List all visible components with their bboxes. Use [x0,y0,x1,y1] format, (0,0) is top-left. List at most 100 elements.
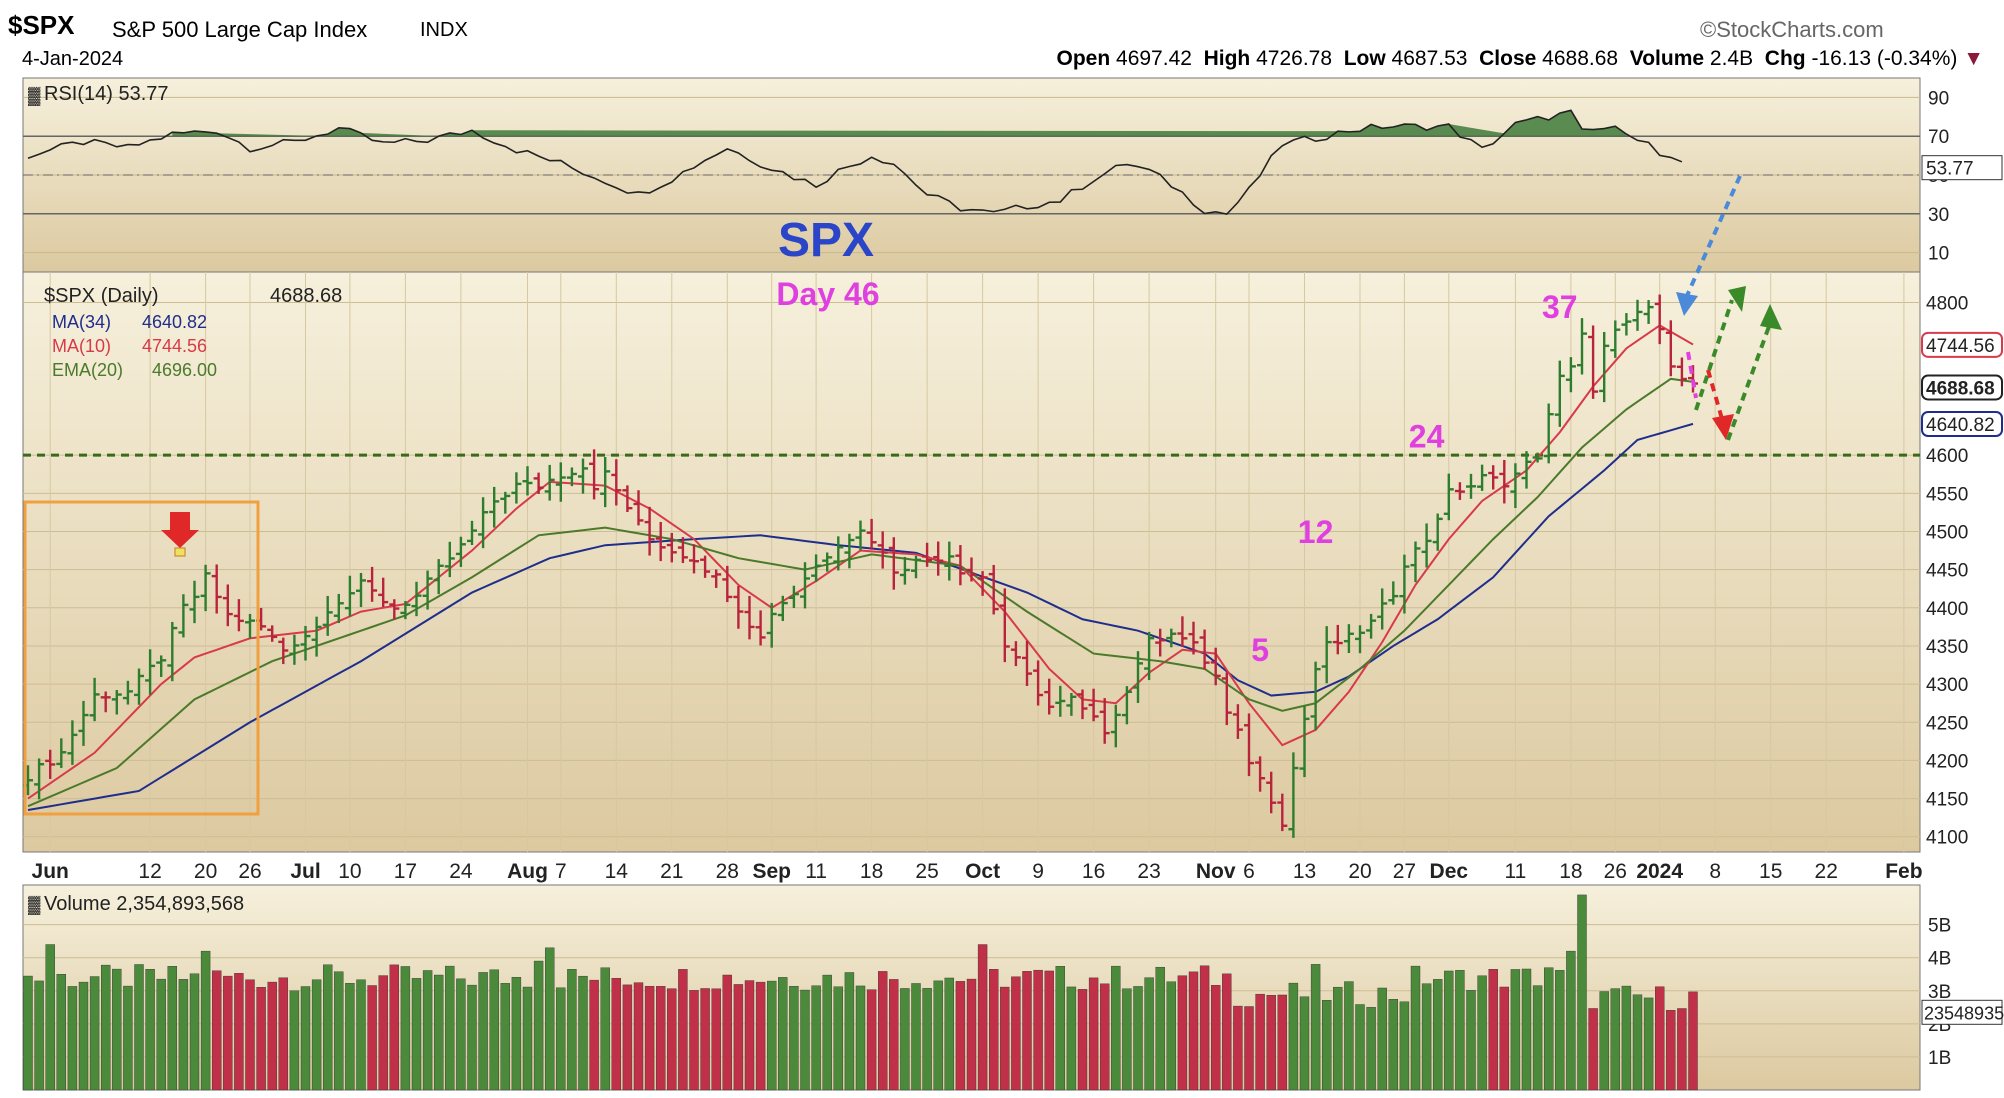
volume-bar [34,980,44,1091]
x-axis-label: 14 [605,860,629,883]
cycle-counts: 5 12 24 37 [1251,289,1577,668]
price-bar [444,541,455,578]
price-bar [200,564,211,612]
price-bar [455,536,466,567]
x-axis-label: 12 [138,860,161,883]
x-axis-label: 22 [1815,860,1838,883]
volume-bar [234,973,244,1091]
x-axis-label: 11 [1504,860,1526,883]
price-bar [944,541,955,581]
price-bar [1266,771,1277,814]
green-arrow-2-icon [1726,317,1774,441]
green-arrowhead-1-icon [1728,286,1746,312]
rsi-legend-text: RSI(14) 53.77 [44,83,169,105]
volume-bar [678,969,688,1091]
down-triangle-icon: ▼ [1963,47,1984,70]
volume-bar [1510,969,1521,1091]
x-axis-label: 8 [1709,860,1721,883]
price-tick-label: 4150 [1926,790,1968,811]
high-value: 4726.78 [1256,47,1333,70]
price-bar [156,655,167,677]
volume-bar [522,986,533,1091]
volume-bar [900,988,910,1091]
price-bar [844,533,855,569]
x-axis-label: 18 [860,860,883,883]
x-axis-label: Sep [752,860,791,883]
x-axis-labels: Jun 12 20 26 Jul 10 17 24 Aug 7 14 21 28 Sep 11 18 25 Oct… [32,860,1923,883]
x-axis-label: 20 [194,860,217,883]
volume-bar [667,988,677,1091]
volume-bar [633,982,644,1091]
price-bar [600,456,611,508]
price-tick-label: 4200 [1926,751,1968,772]
volume-bar [1266,995,1276,1091]
volume-bar [1632,994,1643,1091]
price-tick-label: 4500 [1926,522,1968,543]
price-bar [1210,647,1221,686]
price-bar [855,520,866,551]
volume-bar [1666,1010,1676,1091]
price-bar [1321,626,1332,684]
volume-bar [1399,1001,1410,1091]
price-tick-label: 4450 [1926,561,1968,582]
price-bar [1288,752,1299,838]
price-bar [134,668,144,705]
volume-bar [556,987,566,1091]
volume-bar [1033,969,1043,1091]
volume-bar [1055,966,1066,1091]
volume-bar [1543,967,1554,1091]
ma34-legend-value: 4640.82 [142,312,207,332]
volume-bar [178,979,189,1091]
x-axis-label: 26 [1604,860,1627,883]
volume-bar [1621,985,1632,1091]
price-bar [1654,294,1665,345]
price-bar [1277,793,1288,832]
price-bar [34,758,45,800]
price-bar [1232,704,1243,739]
price-bar [1421,523,1432,568]
volume-bar [1166,981,1177,1091]
volume-bar [56,974,66,1091]
volume-bar [223,975,233,1091]
volume-bar [511,977,522,1091]
price-bar [822,552,833,572]
price-bar [955,545,966,586]
price-bar [922,542,933,567]
volume-bar [1421,983,1432,1091]
price-bar [1610,320,1621,358]
price-bar [211,564,222,614]
volume-bar [1188,971,1199,1091]
red-arrowhead-2-icon [1712,414,1734,440]
price-tick-label: 4350 [1926,637,1968,658]
price-bar [711,569,722,588]
volume-bar [389,964,399,1091]
price-bar [411,581,422,617]
volume-bar [1499,986,1510,1091]
volume-bar [1654,986,1665,1091]
price-bar [566,467,577,487]
price-bar [78,700,89,746]
x-axis-label: 15 [1759,860,1782,883]
volume-tick-label: 5B [1928,916,1951,937]
x-axis-label: 10 [338,860,361,883]
x-axis-label: 26 [238,860,261,883]
volume-bar [422,970,433,1091]
price-bar [1121,686,1132,725]
volume-bar [1022,971,1032,1091]
x-axis-label: 28 [716,860,739,883]
volume-bar [89,976,100,1091]
volume-bar [100,964,111,1091]
price-bar [866,518,877,550]
volume-value-label: 2354893568 [1924,1003,2004,1023]
price-bar [278,637,289,665]
volume-bar [878,971,888,1091]
price-bar [766,602,777,648]
volume-bar [1477,975,1487,1091]
price-bar [1155,628,1166,657]
volume-bar [545,947,555,1091]
open-value: 4697.42 [1116,47,1192,70]
x-axis-label: 16 [1082,860,1105,883]
volume-bar [500,983,510,1091]
price-bar [833,536,844,571]
volume-bar [1588,1008,1598,1091]
